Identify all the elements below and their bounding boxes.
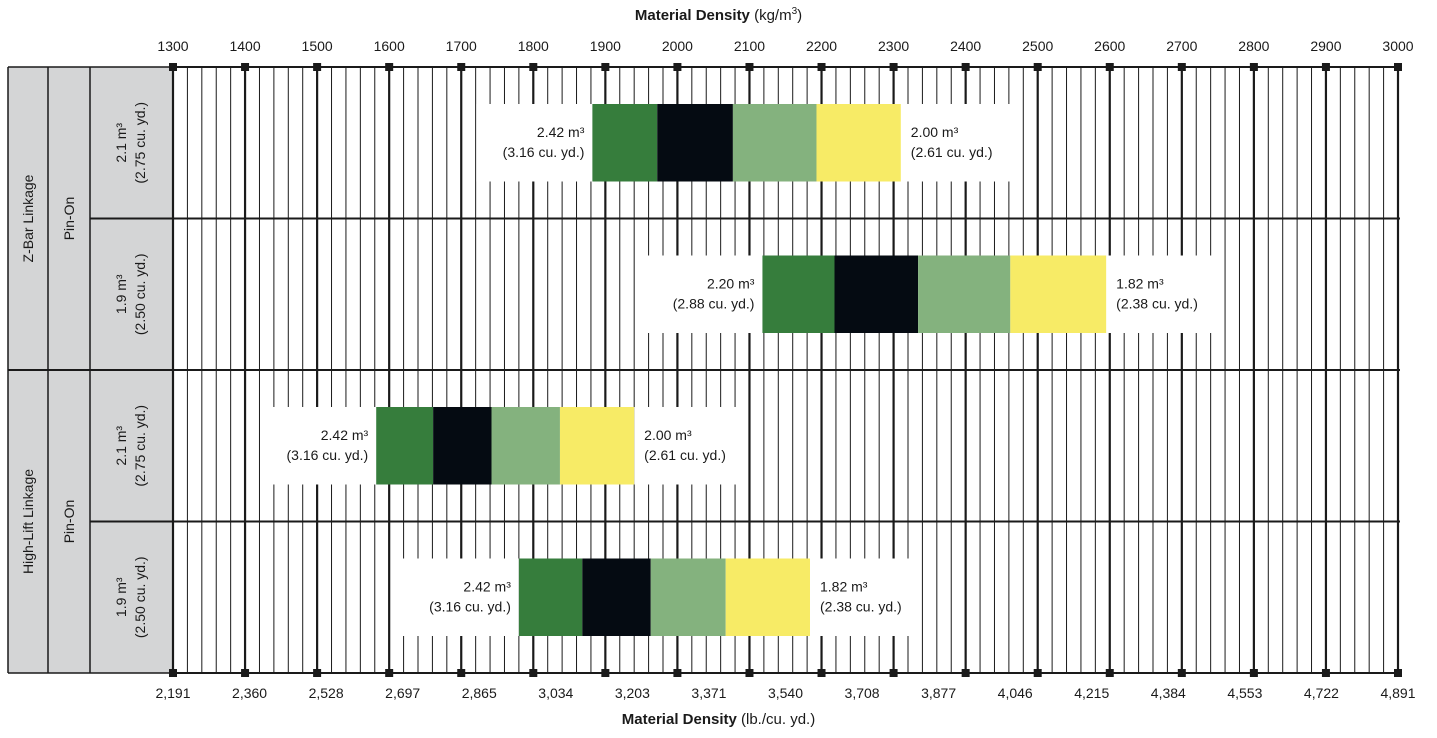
bar-segment-light-green (918, 255, 1011, 333)
bottom-tick-label: 4,215 (1074, 685, 1109, 701)
top-tick-label: 1300 (157, 38, 188, 54)
bar-segment-yellow (1010, 255, 1107, 333)
right-capacity-label: 1.82 m³ (1116, 275, 1164, 291)
coupling-label: Pin-On (61, 500, 77, 544)
right-label-box (634, 407, 745, 485)
top-axis-title-bold: Material Density (634, 7, 750, 24)
left-capacity-label: (3.16 cu. yd.) (503, 144, 585, 160)
right-label-box (810, 558, 920, 636)
bar-segment-light-green (732, 104, 817, 182)
bottom-axis-title-unit: (lb./cu. yd.) (741, 711, 816, 728)
top-tick-label: 2300 (878, 38, 909, 54)
left-capacity-label: 2.42 m³ (537, 124, 585, 140)
right-label-box (900, 104, 1011, 182)
bottom-tick-label: 2,360 (232, 685, 267, 701)
bottom-tick-label: 3,034 (538, 685, 573, 701)
linkage-label: Z-Bar Linkage (20, 174, 36, 262)
top-tick-label: 2200 (806, 38, 837, 54)
bar-segment-light-green (650, 558, 726, 636)
bar-segment-black (834, 255, 919, 333)
top-tick-label: 2900 (1310, 38, 1341, 54)
bottom-tick-label: 4,046 (998, 685, 1033, 701)
top-tick-label: 2700 (1166, 38, 1197, 54)
bottom-tick-label: 4,553 (1227, 685, 1262, 701)
bucket-capacity-label: (2.75 cu. yd.) (132, 102, 148, 184)
bucket-capacity-label: (2.50 cu. yd.) (132, 556, 148, 638)
linkage-label: High-Lift Linkage (20, 469, 36, 574)
top-tick-label: 2400 (950, 38, 981, 54)
right-capacity-label: (2.38 cu. yd.) (1116, 295, 1198, 311)
bottom-tick-label: 3,371 (691, 685, 726, 701)
bucket-capacity-label: 1.9 m³ (113, 577, 129, 617)
coupling-label: Pin-On (61, 197, 77, 241)
bottom-tick-label: 4,384 (1151, 685, 1186, 701)
left-capacity-label: (3.16 cu. yd.) (287, 447, 369, 463)
bottom-tick-label: 2,528 (309, 685, 344, 701)
bottom-tick-label: 2,865 (462, 685, 497, 701)
right-capacity-label: 1.82 m³ (820, 578, 868, 594)
bar-segment-yellow (816, 104, 901, 182)
right-capacity-label: 2.00 m³ (644, 427, 692, 443)
right-capacity-label: (2.61 cu. yd.) (911, 144, 993, 160)
right-capacity-label: 2.00 m³ (911, 124, 959, 140)
top-tick-label: 1600 (374, 38, 405, 54)
left-label-box (402, 558, 519, 636)
top-axis-title: Material Density (kg/m3) (0, 6, 1437, 24)
bottom-tick-label: 3,877 (921, 685, 956, 701)
bucket-capacity-label: (2.75 cu. yd.) (132, 405, 148, 487)
left-capacity-label: 2.42 m³ (463, 578, 511, 594)
left-label-box (260, 407, 377, 485)
bottom-axis-title-bold: Material Density (621, 711, 737, 728)
top-tick-label: 2600 (1094, 38, 1125, 54)
bottom-tick-label: 2,697 (385, 685, 420, 701)
top-tick-label: 3000 (1382, 38, 1413, 54)
bar-segment-yellow (559, 407, 635, 485)
bucket-capacity-label: 2.1 m³ (113, 123, 129, 163)
bar-segment-black (433, 407, 492, 485)
bucket-capacity-label: (2.50 cu. yd.) (132, 253, 148, 335)
top-tick-label: 2000 (662, 38, 693, 54)
right-capacity-label: (2.61 cu. yd.) (644, 447, 726, 463)
top-tick-label: 2800 (1238, 38, 1269, 54)
bucket-capacity-label: 2.1 m³ (113, 426, 129, 466)
top-tick-label: 1500 (302, 38, 333, 54)
right-capacity-label: (2.38 cu. yd.) (820, 598, 902, 614)
right-label-box (1106, 255, 1217, 333)
bucket-capacity-label: 1.9 m³ (113, 274, 129, 314)
bar-segment-dark-green (376, 407, 434, 485)
top-tick-label: 2100 (734, 38, 765, 54)
top-tick-label: 2500 (1022, 38, 1053, 54)
top-tick-label: 1700 (446, 38, 477, 54)
bar-segment-dark-green (592, 104, 658, 182)
bottom-tick-label: 4,722 (1304, 685, 1339, 701)
bottom-tick-label: 4,891 (1380, 685, 1415, 701)
bar-segment-light-green (491, 407, 560, 485)
bar-segment-black (582, 558, 651, 636)
top-tick-label: 1800 (518, 38, 549, 54)
left-capacity-label: (3.16 cu. yd.) (429, 598, 511, 614)
top-tick-label: 1400 (229, 38, 260, 54)
bar-segment-dark-green (762, 255, 835, 333)
left-capacity-label: 2.20 m³ (707, 275, 755, 291)
left-label-box (476, 104, 593, 182)
left-capacity-label: (2.88 cu. yd.) (673, 295, 755, 311)
top-axis-title-unit: (kg/m3) (754, 6, 803, 24)
bottom-tick-label: 3,708 (845, 685, 880, 701)
bottom-tick-label: 3,540 (768, 685, 803, 701)
bar-segment-dark-green (518, 558, 583, 636)
top-tick-label: 1900 (590, 38, 621, 54)
bar-segment-yellow (725, 558, 810, 636)
left-label-box (646, 255, 763, 333)
left-capacity-label: 2.42 m³ (321, 427, 369, 443)
bottom-axis-title: Material Density (lb./cu. yd.) (0, 711, 1437, 728)
bar-segment-black (657, 104, 733, 182)
bottom-tick-label: 2,191 (155, 685, 190, 701)
bottom-tick-label: 3,203 (615, 685, 650, 701)
